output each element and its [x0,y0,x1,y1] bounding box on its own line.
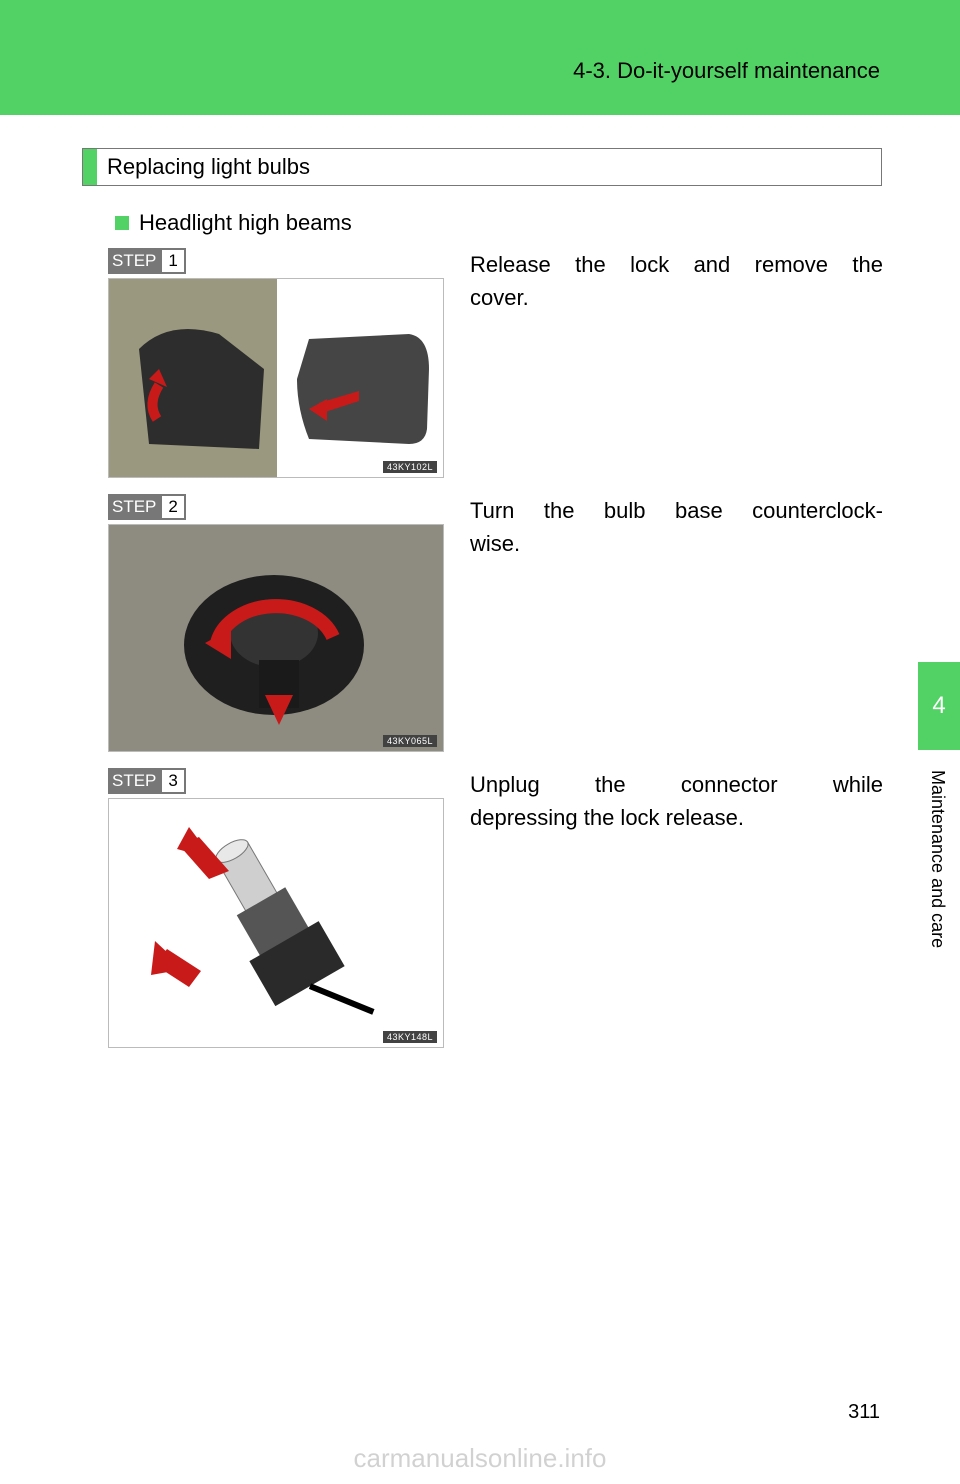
step-instruction: Release the lock and remove the cover. [444,248,883,478]
step-text-line: Turn the bulb base counterclock- [470,494,883,527]
subsection-title: Headlight high beams [139,210,352,236]
breadcrumb: 4-3. Do-it-yourself maintenance [573,58,880,84]
figure-illustration-icon [109,279,444,478]
watermark: carmanualsonline.info [0,1443,960,1474]
step-label: STEP 3 [108,768,186,794]
section-heading: Replacing light bulbs [82,148,882,186]
step-text-line: cover. [470,281,883,314]
step-instruction: Turn the bulb base counterclock- wise. [444,494,883,752]
step-figure: 43KY148L [108,798,444,1048]
step-block: STEP 3 43K [108,768,883,1048]
step-text-line: wise. [470,527,883,560]
step-label-word: STEP [108,768,160,794]
figure-illustration-icon [109,799,444,1048]
figure-illustration-icon [109,525,444,752]
step-text-line: Release the lock and remove the [470,248,883,281]
step-image-column: STEP 3 43K [108,768,444,1048]
step-label-word: STEP [108,248,160,274]
subsection-heading: Headlight high beams [115,210,352,236]
chapter-tab: 4 [918,662,960,750]
step-label: STEP 1 [108,248,186,274]
step-figure: 43KY102L [108,278,444,478]
step-instruction: Unplug the connector while depressing th… [444,768,883,1048]
step-image-column: STEP 1 43KY102L [108,248,444,478]
section-title: Replacing light bulbs [97,154,310,180]
step-figure: 43KY065L [108,524,444,752]
step-image-column: STEP 2 43KY065L [108,494,444,752]
step-text-line: Unplug the connector while [470,768,883,801]
bullet-square-icon [115,216,129,230]
step-label-number: 2 [160,494,185,520]
figure-code: 43KY148L [383,1031,437,1043]
section-accent-bar [83,149,97,185]
chapter-number: 4 [932,692,945,720]
step-label-word: STEP [108,494,160,520]
chapter-label: Maintenance and care [927,770,948,948]
step-label: STEP 2 [108,494,186,520]
page-number: 311 [848,1401,880,1424]
figure-code: 43KY065L [383,735,437,747]
step-block: STEP 1 43KY102L Release the lock and rem… [108,248,883,478]
step-text-line: depressing the lock release. [470,801,883,834]
step-label-number: 1 [160,248,185,274]
step-block: STEP 2 43KY065L Turn the bulb base count… [108,494,883,752]
figure-code: 43KY102L [383,461,437,473]
step-label-number: 3 [160,768,185,794]
